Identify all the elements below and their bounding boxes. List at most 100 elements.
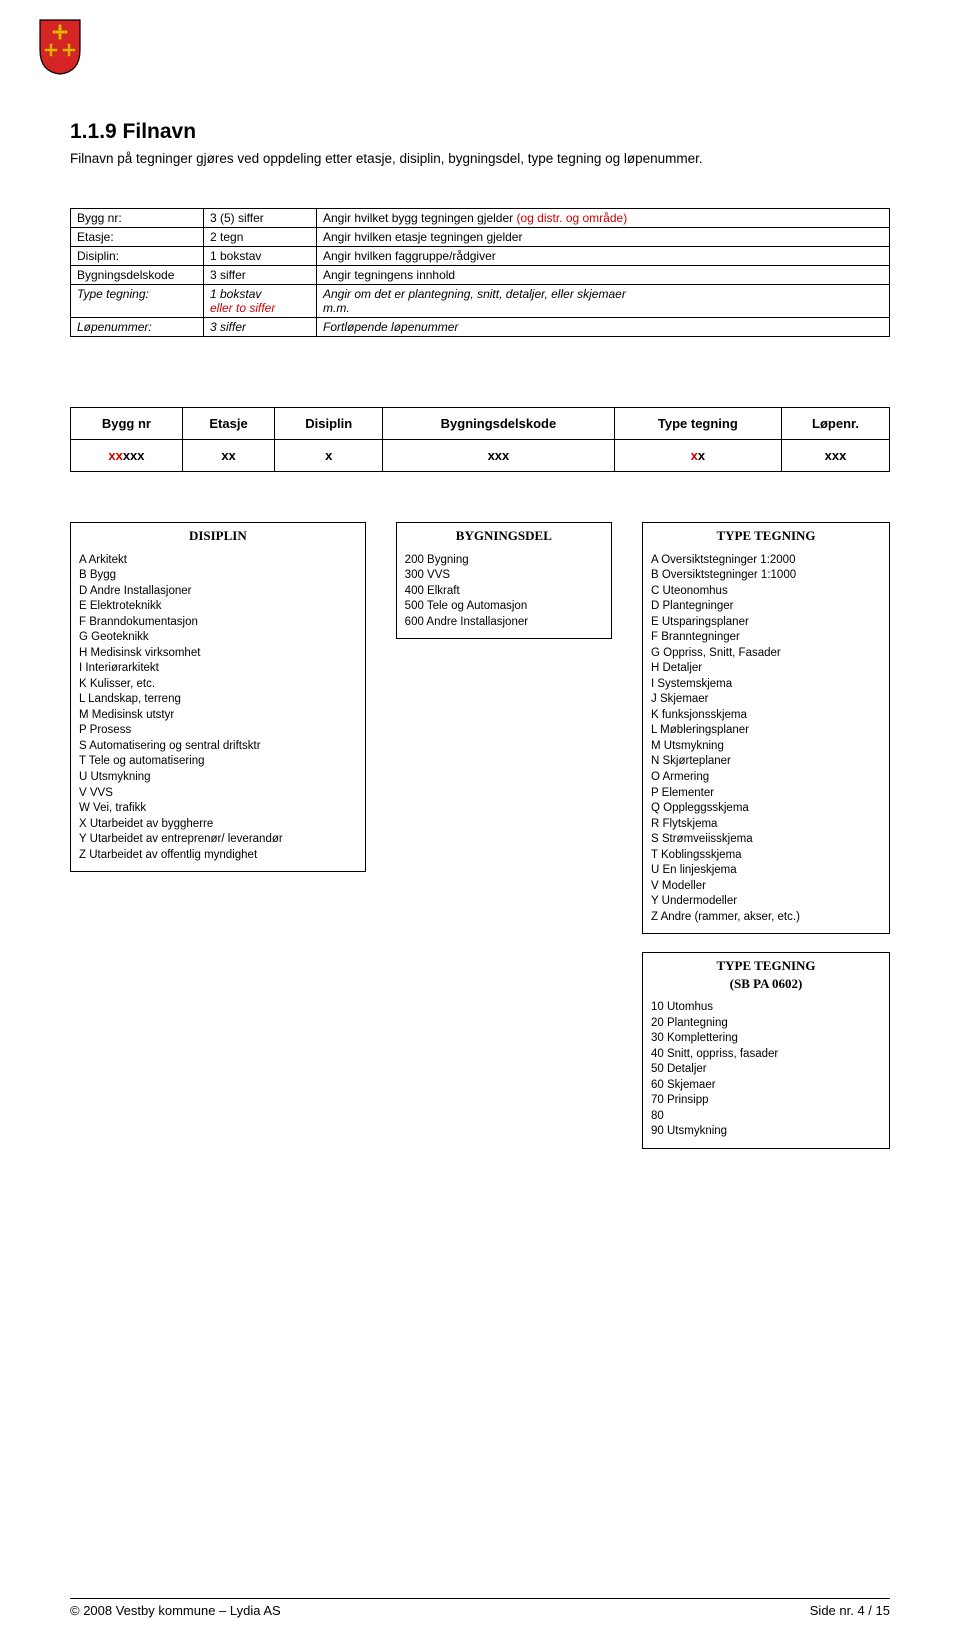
defs-label: Etasje:	[71, 228, 204, 247]
list-item: W Vei, trafikk	[79, 801, 357, 817]
definitions-table: Bygg nr:3 (5) sifferAngir hvilket bygg t…	[70, 208, 890, 337]
list-item: G Geoteknikk	[79, 630, 357, 646]
defs-format: 1 bokstaveller to siffer	[204, 285, 317, 318]
list-item: I Systemskjema	[651, 677, 881, 693]
format-value: xxxxx	[71, 440, 183, 472]
list-item: E Utsparingsplaner	[651, 615, 881, 631]
list-item: F Branndokumentasjon	[79, 615, 357, 631]
footer-right: Side nr. 4 / 15	[810, 1603, 890, 1618]
page-footer: © 2008 Vestby kommune – Lydia AS Side nr…	[70, 1598, 890, 1618]
list-item: M Utsmykning	[651, 739, 881, 755]
list-item: X Utarbeidet av byggherre	[79, 817, 357, 833]
list-item: J Skjemaer	[651, 692, 881, 708]
list-item: U Utsmykning	[79, 770, 357, 786]
defs-desc: Angir om det er plantegning, snitt, deta…	[317, 285, 890, 318]
defs-format: 3 (5) siffer	[204, 209, 317, 228]
defs-desc: Angir hvilket bygg tegningen gjelder (og…	[317, 209, 890, 228]
list-item: B Oversiktstegninger 1:1000	[651, 568, 881, 584]
list-item: 50 Detaljer	[651, 1062, 881, 1078]
list-item: 300 VVS	[405, 568, 603, 584]
format-table: Bygg nrEtasjeDisiplinBygningsdelskodeTyp…	[70, 407, 890, 472]
defs-desc: Angir hvilken etasje tegningen gjelder	[317, 228, 890, 247]
list-item: 400 Elkraft	[405, 584, 603, 600]
list-item: S Automatisering og sentral driftsktr	[79, 739, 357, 755]
list-item: V Modeller	[651, 879, 881, 895]
list-item: I Interiørarkitekt	[79, 661, 357, 677]
format-value: xx	[614, 440, 781, 472]
list-item: P Elementer	[651, 786, 881, 802]
bygningsdel-box: BYGNINGSDEL 200 Bygning300 VVS400 Elkraf…	[396, 522, 612, 639]
page: 1.1.9 Filnavn Filnavn på tegninger gjøre…	[0, 0, 960, 1646]
list-item: C Uteonomhus	[651, 584, 881, 600]
list-item: H Detaljer	[651, 661, 881, 677]
list-item: S Strømveiisskjema	[651, 832, 881, 848]
list-item: 90 Utsmykning	[651, 1124, 881, 1140]
list-item: G Oppriss, Snitt, Fasader	[651, 646, 881, 662]
list-item: 10 Utomhus	[651, 1000, 881, 1016]
list-item: A Oversiktstegninger 1:2000	[651, 553, 881, 569]
defs-label: Bygningsdelskode	[71, 266, 204, 285]
list-item: Z Andre (rammer, akser, etc.)	[651, 910, 881, 926]
format-value: xxx	[383, 440, 615, 472]
list-item: D Plantegninger	[651, 599, 881, 615]
list-item: R Flytskjema	[651, 817, 881, 833]
defs-format: 3 siffer	[204, 266, 317, 285]
format-value: xxx	[782, 440, 890, 472]
disiplin-box: DISIPLIN A ArkitektB ByggD Andre Install…	[70, 522, 366, 872]
list-item: V VVS	[79, 786, 357, 802]
format-header: Bygg nr	[71, 408, 183, 440]
format-header: Type tegning	[614, 408, 781, 440]
format-header: Bygningsdelskode	[383, 408, 615, 440]
disiplin-title: DISIPLIN	[79, 527, 357, 545]
bygningsdel-list: 200 Bygning300 VVS400 Elkraft500 Tele og…	[405, 553, 603, 631]
list-item: 20 Plantegning	[651, 1016, 881, 1032]
type-tegning-sb-box: TYPE TEGNING (SB PA 0602) 10 Utomhus20 P…	[642, 952, 890, 1149]
format-header: Løpenr.	[782, 408, 890, 440]
defs-format: 2 tegn	[204, 228, 317, 247]
type-tegning-sb-list: 10 Utomhus20 Plantegning30 Komplettering…	[651, 1000, 881, 1140]
list-item: 40 Snitt, oppriss, fasader	[651, 1047, 881, 1063]
list-item: L Landskap, terreng	[79, 692, 357, 708]
list-item: 70 Prinsipp	[651, 1093, 881, 1109]
list-item: 200 Bygning	[405, 553, 603, 569]
columns-row: DISIPLIN A ArkitektB ByggD Andre Install…	[70, 522, 890, 1149]
list-item: 500 Tele og Automasjon	[405, 599, 603, 615]
list-item: T Tele og automatisering	[79, 754, 357, 770]
defs-format: 1 bokstav	[204, 247, 317, 266]
format-header: Etasje	[182, 408, 274, 440]
section-heading: 1.1.9 Filnavn	[70, 120, 890, 144]
right-column-stack: TYPE TEGNING A Oversiktstegninger 1:2000…	[642, 522, 890, 1149]
list-item: H Medisinsk virksomhet	[79, 646, 357, 662]
defs-label: Løpenummer:	[71, 318, 204, 337]
type-tegning-sb-title-main: TYPE TEGNING	[716, 958, 815, 973]
list-item: 30 Komplettering	[651, 1031, 881, 1047]
defs-label: Bygg nr:	[71, 209, 204, 228]
list-item: K Kulisser, etc.	[79, 677, 357, 693]
list-item: 600 Andre Installasjoner	[405, 615, 603, 631]
defs-desc: Angir hvilken faggruppe/rådgiver	[317, 247, 890, 266]
list-item: Q Oppleggsskjema	[651, 801, 881, 817]
defs-format: 3 siffer	[204, 318, 317, 337]
list-item: K funksjonsskjema	[651, 708, 881, 724]
list-item: L Møbleringsplaner	[651, 723, 881, 739]
footer-left: © 2008 Vestby kommune – Lydia AS	[70, 1603, 281, 1618]
list-item: M Medisinsk utstyr	[79, 708, 357, 724]
defs-label: Type tegning:	[71, 285, 204, 318]
format-header: Disiplin	[275, 408, 383, 440]
list-item: Y Utarbeidet av entreprenør/ leverandør	[79, 832, 357, 848]
type-tegning-sb-subtitle: (SB PA 0602)	[730, 976, 803, 991]
list-item: D Andre Installasjoner	[79, 584, 357, 600]
format-value: x	[275, 440, 383, 472]
list-item: B Bygg	[79, 568, 357, 584]
list-item: U En linjeskjema	[651, 863, 881, 879]
list-item: E Elektroteknikk	[79, 599, 357, 615]
list-item: O Armering	[651, 770, 881, 786]
type-tegning-title: TYPE TEGNING	[651, 527, 881, 545]
list-item: Y Undermodeller	[651, 894, 881, 910]
bygningsdel-title: BYGNINGSDEL	[405, 527, 603, 545]
logo-shield	[38, 18, 82, 76]
format-value: xx	[182, 440, 274, 472]
list-item: 60 Skjemaer	[651, 1078, 881, 1094]
list-item: A Arkitekt	[79, 553, 357, 569]
list-item: N Skjørteplaner	[651, 754, 881, 770]
